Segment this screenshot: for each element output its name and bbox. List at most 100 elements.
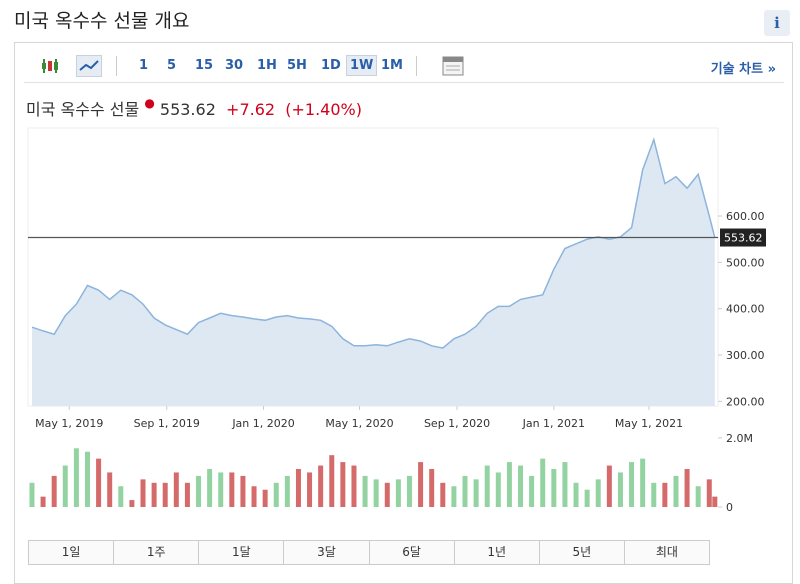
page-title: 미국 옥수수 선물 개요 <box>14 10 190 32</box>
candle-icon[interactable] <box>40 57 62 75</box>
interval-button[interactable]: 1D <box>321 58 341 73</box>
volume-bar <box>529 475 535 507</box>
interval-button[interactable]: 15 <box>195 58 214 73</box>
volume-bar <box>451 486 457 507</box>
x-tick-label: Sep 1, 2020 <box>424 417 490 430</box>
volume-bar <box>151 482 157 507</box>
volume-bar <box>240 475 246 507</box>
volume-tick-label: 2.0M <box>726 432 753 445</box>
volume-bar <box>706 479 712 507</box>
volume-bar <box>284 475 290 507</box>
separator <box>416 56 417 76</box>
volume-bar <box>518 465 524 507</box>
volume-bar <box>651 482 657 507</box>
volume-bar <box>40 496 46 507</box>
volume-bar <box>673 475 679 507</box>
volume-bar <box>318 465 324 507</box>
volume-bar <box>62 465 68 507</box>
volume-bar <box>429 469 435 507</box>
price-line <box>31 137 716 349</box>
x-tick-label: May 1, 2019 <box>35 417 103 430</box>
range-button[interactable]: 5년 <box>539 541 625 564</box>
y-tick-label: 600.00 <box>726 210 765 223</box>
range-button[interactable]: 1일 <box>29 541 115 564</box>
toolbar: 기술 차트 » 1 5 15 30 1H 5H 1D 1W 1M <box>24 50 784 83</box>
volume-bar <box>573 482 579 507</box>
volume-bar <box>51 475 57 507</box>
volume-bar <box>173 472 179 507</box>
interval-button[interactable]: 1 <box>139 58 149 73</box>
volume-bar <box>540 458 546 507</box>
volume-bar <box>140 479 146 507</box>
volume-bar <box>351 465 357 507</box>
interval-button[interactable]: 5H <box>287 58 307 73</box>
live-dot: ● <box>144 96 155 110</box>
x-tick-label: May 1, 2020 <box>325 417 393 430</box>
separator <box>116 56 117 76</box>
calendar-icon[interactable] <box>442 56 464 76</box>
volume-bar <box>506 462 512 507</box>
range-button[interactable]: 1주 <box>114 541 200 564</box>
volume-bar <box>595 479 601 507</box>
volume-bar <box>406 475 412 507</box>
x-tick-label: Jan 1, 2020 <box>231 417 294 430</box>
price: 553.62 <box>159 100 216 119</box>
volume-bar <box>218 472 224 507</box>
volume-bar <box>129 500 135 507</box>
volume-bar <box>207 469 213 507</box>
x-tick-label: Sep 1, 2019 <box>134 417 200 430</box>
volume-bar <box>584 489 590 507</box>
volume-tick-label: 0 <box>726 501 733 514</box>
volume-bar <box>562 462 568 507</box>
change-percent: (+1.40%) <box>285 100 362 119</box>
volume-bar <box>262 489 268 507</box>
volume-bar <box>84 451 90 507</box>
x-tick-label: May 1, 2021 <box>615 417 683 430</box>
info-button[interactable]: i <box>764 10 790 36</box>
range-button[interactable]: 1달 <box>199 541 285 564</box>
volume-bar <box>295 469 301 507</box>
interval-button[interactable]: 5 <box>167 58 177 73</box>
y-tick-label: 400.00 <box>726 303 765 316</box>
volume-bar <box>118 486 124 507</box>
volume-bar <box>440 482 446 507</box>
volume-bar <box>712 496 718 507</box>
interval-button[interactable]: 1W <box>346 55 378 76</box>
y-tick-label: 500.00 <box>726 256 765 269</box>
volume-bar <box>640 458 646 507</box>
volume-bar <box>384 482 390 507</box>
volume-bar <box>362 475 368 507</box>
technical-chart-link[interactable]: 기술 차트 » <box>710 62 776 77</box>
volume-bar <box>606 465 612 507</box>
y-tick-label: 200.00 <box>726 395 765 408</box>
volume-bar <box>273 482 279 507</box>
interval-button[interactable]: 1M <box>381 58 403 73</box>
interval-button[interactable]: 1H <box>257 58 277 73</box>
volume-bar <box>473 479 479 507</box>
range-button[interactable]: 1년 <box>454 541 540 564</box>
range-button[interactable]: 6달 <box>369 541 455 564</box>
volume-bar <box>251 486 257 507</box>
volume-bar <box>695 486 701 507</box>
instrument-name: 미국 옥수수 선물 <box>26 100 140 119</box>
x-tick-label: Jan 1, 2021 <box>522 417 585 430</box>
volume-bar <box>184 482 190 507</box>
volume-bar <box>662 482 668 507</box>
volume-bar <box>329 455 335 507</box>
y-tick-label: 300.00 <box>726 349 765 362</box>
range-button[interactable]: 3달 <box>284 541 370 564</box>
volume-bar <box>196 475 202 507</box>
area-icon[interactable] <box>76 55 102 77</box>
volume-bar <box>617 472 623 507</box>
quote: 미국 옥수수 선물 ● 553.62 +7.62 (+1.40%) <box>26 96 362 120</box>
current-price-label: 553.62 <box>724 232 763 245</box>
volume-bar <box>418 462 424 507</box>
range-button[interactable]: 최대 <box>624 541 709 564</box>
volume-bar <box>229 472 235 507</box>
interval-button[interactable]: 30 <box>225 58 244 73</box>
volume-bar <box>495 472 501 507</box>
volume-bar <box>73 448 79 507</box>
volume-bar <box>340 462 346 507</box>
